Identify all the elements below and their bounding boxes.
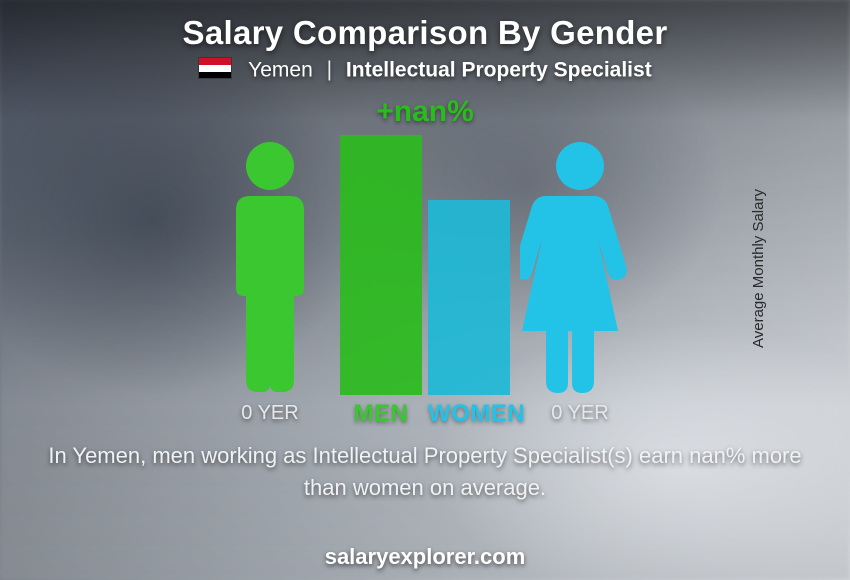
job-title-label: Intellectual Property Specialist	[346, 58, 652, 81]
man-figure-icon	[210, 140, 330, 395]
flag-stripe-2	[199, 65, 231, 72]
women-value: 0 YER	[520, 402, 640, 425]
flag-icon	[198, 57, 232, 79]
infographic-content: Salary Comparison By Gender Yemen | Inte…	[0, 0, 850, 580]
flag-stripe-3	[199, 72, 231, 79]
flag-stripe-1	[199, 58, 231, 65]
bar-men-fill	[340, 135, 422, 395]
delta-label: +nan%	[0, 95, 850, 129]
country-label: Yemen	[248, 58, 313, 81]
page-title: Salary Comparison By Gender	[0, 14, 850, 52]
footer-source: salaryexplorer.com	[0, 544, 850, 570]
men-label: MEN	[340, 400, 422, 428]
subtitle-row: Yemen | Intellectual Property Specialist	[0, 58, 850, 82]
separator: |	[327, 58, 332, 81]
y-axis-label: Average Monthly Salary	[750, 189, 767, 348]
summary-text: In Yemen, men working as Intellectual Pr…	[45, 440, 805, 504]
bar-women-fill	[428, 200, 510, 395]
men-value: 0 YER	[210, 402, 330, 425]
chart-area: +nan% MEN	[0, 95, 850, 430]
women-label: WOMEN	[428, 400, 510, 428]
woman-figure-icon	[520, 140, 640, 395]
